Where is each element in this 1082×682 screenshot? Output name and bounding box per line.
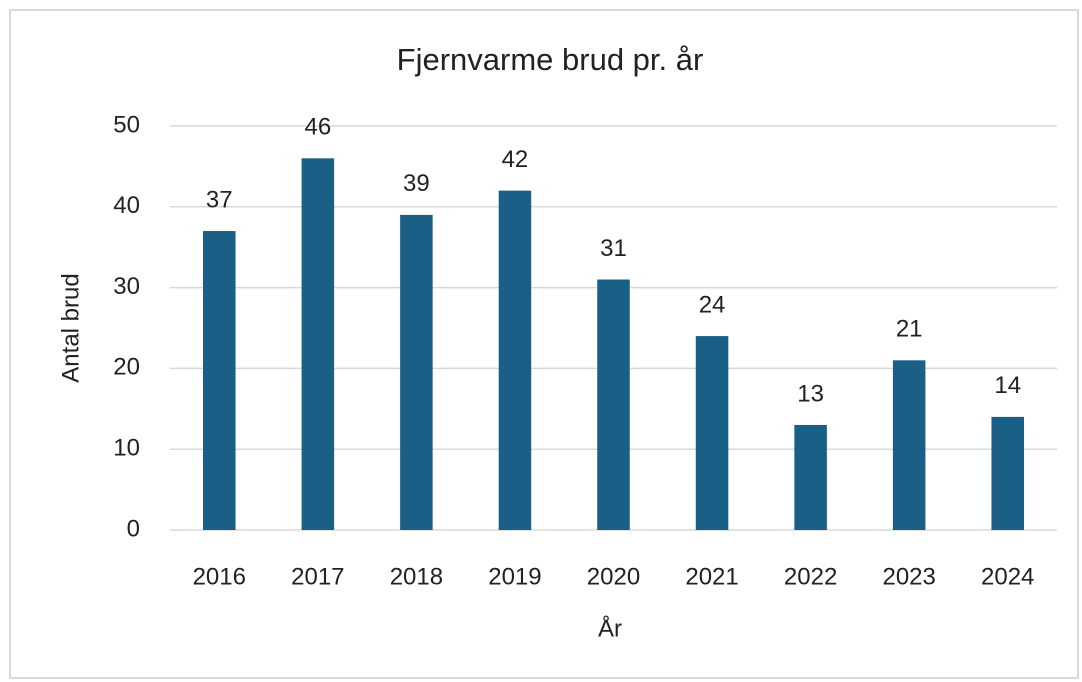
y-tick-label: 20 [113, 354, 140, 381]
data-label: 46 [304, 114, 331, 141]
bar [794, 424, 827, 530]
data-label: 42 [502, 146, 529, 173]
bar [498, 190, 532, 530]
y-tick-label: 40 [113, 192, 140, 219]
bar [203, 231, 236, 531]
x-axis-title: År [598, 614, 622, 642]
chart-title: Fjernvarme brud pr. år [397, 42, 704, 77]
y-tick-label: 30 [113, 273, 140, 300]
x-tick-label: 2024 [981, 563, 1034, 590]
bar [695, 336, 729, 530]
bar [597, 279, 630, 530]
bar [991, 416, 1024, 530]
data-label: 21 [896, 316, 923, 343]
x-tick-label: 2023 [882, 563, 935, 590]
bar [892, 360, 926, 530]
y-axis-title: Antal brud [57, 273, 84, 382]
data-label: 39 [403, 170, 430, 197]
y-tick-label: 0 [127, 515, 140, 542]
y-tick-label: 10 [113, 435, 140, 462]
data-label: 13 [797, 380, 824, 407]
data-label: 24 [699, 291, 726, 318]
chart-frame [9, 9, 1079, 679]
data-label: 31 [600, 235, 627, 262]
data-label: 37 [206, 186, 233, 213]
x-tick-label: 2019 [488, 563, 541, 590]
x-tick-label: 2022 [784, 563, 837, 590]
x-tick-label: 2021 [685, 563, 738, 590]
x-tick-label: 2016 [193, 563, 246, 590]
bar [400, 214, 433, 530]
data-label: 14 [994, 372, 1021, 399]
bar [301, 158, 335, 530]
x-tick-label: 2018 [390, 563, 443, 590]
y-tick-label: 50 [113, 111, 140, 138]
x-tick-label: 2017 [291, 563, 344, 590]
x-tick-label: 2020 [587, 563, 640, 590]
